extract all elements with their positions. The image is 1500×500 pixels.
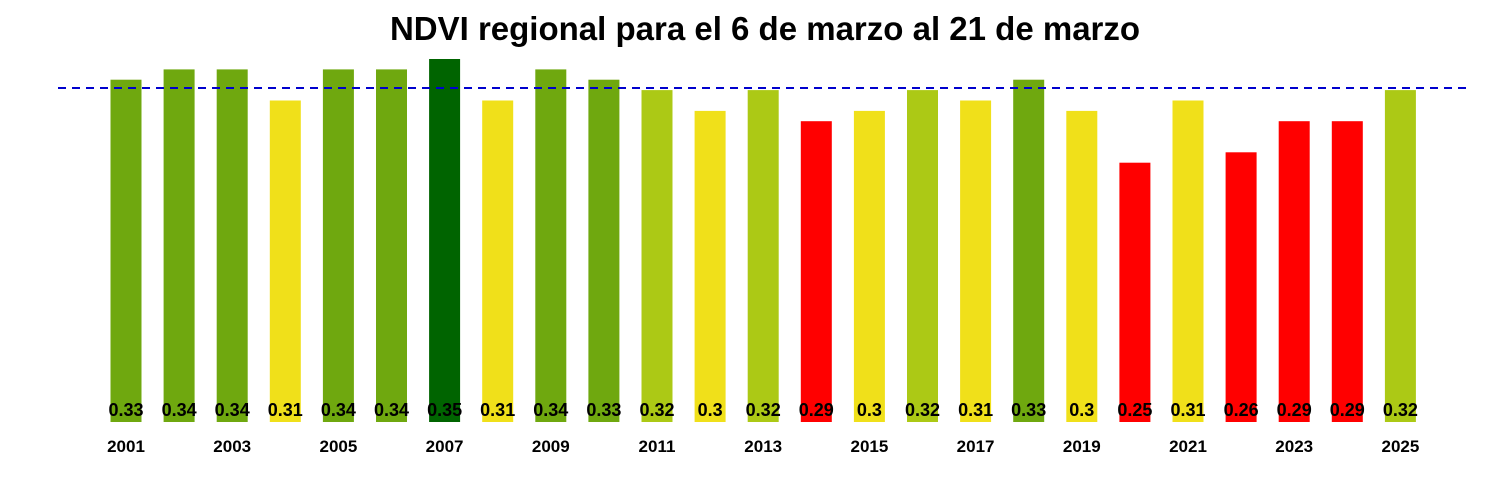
x-tick-label-2013: 2013 — [744, 437, 782, 456]
bar-2025 — [1384, 90, 1416, 422]
bar-2014 — [800, 121, 832, 422]
chart-title: NDVI regional para el 6 de marzo al 21 d… — [389, 10, 1141, 47]
x-tick-label-2007: 2007 — [426, 437, 464, 456]
bar-2015 — [853, 110, 885, 423]
x-tick-label-2025: 2025 — [1381, 437, 1419, 456]
bar-2012 — [694, 110, 726, 423]
bar-2009 — [535, 69, 567, 423]
bar-2001 — [110, 79, 142, 422]
value-label-2012: 0.3 — [698, 400, 723, 420]
bar-2011 — [641, 90, 673, 422]
value-label-2001: 0.33 — [108, 400, 143, 420]
value-label-2008: 0.31 — [480, 400, 515, 420]
x-tick-label-2015: 2015 — [850, 437, 888, 456]
value-label-2005: 0.34 — [321, 400, 356, 420]
bar-2004 — [269, 100, 301, 422]
bar-2017 — [960, 100, 992, 422]
value-label-2014: 0.29 — [799, 400, 834, 420]
x-tick-label-2023: 2023 — [1275, 437, 1313, 456]
x-tick-label-2019: 2019 — [1063, 437, 1101, 456]
x-tick-label-2021: 2021 — [1169, 437, 1207, 456]
x-tick-label-2011: 2011 — [639, 437, 676, 456]
value-label-2006: 0.34 — [374, 400, 409, 420]
value-label-2022: 0.26 — [1224, 400, 1259, 420]
value-label-2007: 0.35 — [427, 400, 462, 420]
x-tick-label-2017: 2017 — [957, 437, 995, 456]
bar-2024 — [1331, 121, 1363, 422]
bar-2022 — [1225, 152, 1257, 423]
value-label-2003: 0.34 — [215, 400, 250, 420]
bar-2016 — [907, 90, 938, 422]
value-label-2010: 0.33 — [586, 400, 621, 420]
value-label-2019: 0.3 — [1069, 400, 1094, 420]
value-label-2017: 0.31 — [958, 400, 993, 420]
value-label-2025: 0.32 — [1383, 400, 1418, 420]
x-tick-label-2009: 2009 — [532, 437, 570, 456]
bar-2003 — [216, 69, 248, 423]
bar-2006 — [376, 69, 407, 423]
value-label-2024: 0.29 — [1330, 400, 1365, 420]
bar-2023 — [1278, 121, 1310, 422]
value-label-2009: 0.34 — [533, 400, 568, 420]
value-label-2004: 0.31 — [268, 400, 303, 420]
value-label-2015: 0.3 — [857, 400, 882, 420]
bar-2002 — [163, 69, 195, 423]
bar-2020 — [1119, 162, 1151, 422]
value-label-2021: 0.31 — [1170, 400, 1205, 420]
x-tick-label-2001: 2001 — [107, 437, 145, 456]
bar-2021 — [1172, 100, 1204, 422]
bar-2019 — [1066, 110, 1098, 423]
value-label-2002: 0.34 — [162, 400, 197, 420]
bar-2013 — [747, 90, 779, 422]
bar-2007 — [429, 59, 461, 422]
bar-2005 — [322, 69, 354, 423]
bars-layer — [110, 59, 1416, 423]
value-labels-layer: 0.33 0.34 0.34 0.31 0.34 0.34 0.35 0.31 0.34 0.33… — [108, 400, 1417, 420]
x-tick-label-2005: 2005 — [319, 437, 357, 456]
bar-2018 — [1013, 79, 1045, 422]
value-label-2013: 0.32 — [746, 400, 781, 420]
value-label-2020: 0.25 — [1117, 400, 1152, 420]
value-label-2023: 0.29 — [1277, 400, 1312, 420]
x-tick-label-2003: 2003 — [213, 437, 251, 456]
value-label-2016: 0.32 — [905, 400, 940, 420]
bar-2008 — [482, 100, 514, 422]
value-label-2011: 0.32 — [639, 400, 674, 420]
value-label-2018: 0.33 — [1011, 400, 1046, 420]
x-axis-ticks: 2001 2003 2005 2007 2009 2011 2013 2015 2017 2019… — [107, 437, 1419, 456]
bar-2010 — [588, 79, 620, 422]
